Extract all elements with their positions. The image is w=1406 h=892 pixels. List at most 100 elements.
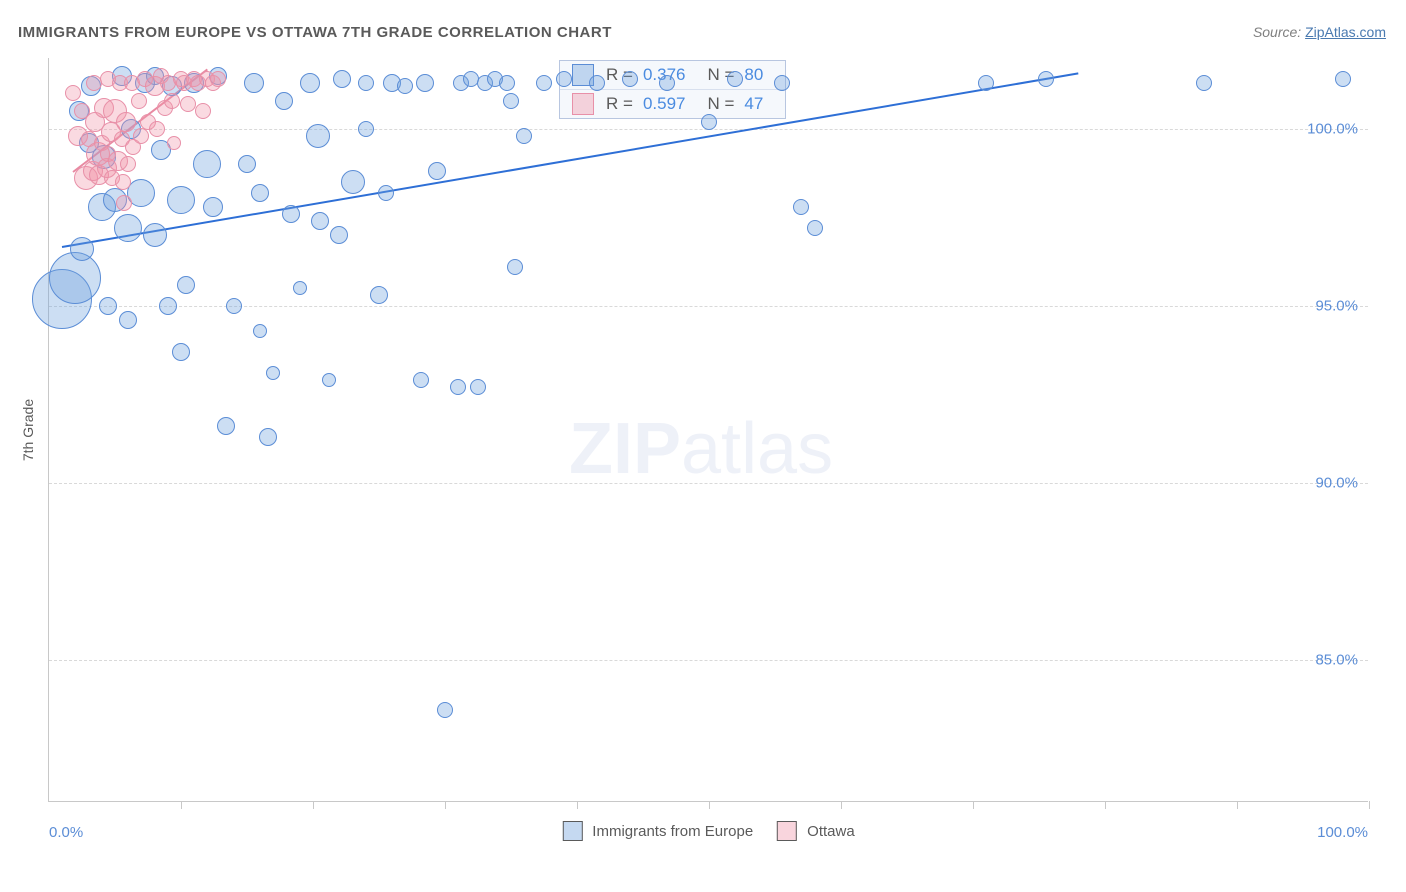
x-tick xyxy=(181,801,182,809)
y-axis-title: 7th Grade xyxy=(20,399,36,461)
scatter-point xyxy=(397,78,413,94)
scatter-point xyxy=(164,93,180,109)
x-tick xyxy=(1369,801,1370,809)
scatter-point xyxy=(330,226,348,244)
scatter-point xyxy=(195,103,211,119)
scatter-point xyxy=(114,214,142,242)
scatter-point xyxy=(149,121,165,137)
y-tick-label: 95.0% xyxy=(1315,298,1358,315)
scatter-point xyxy=(978,75,994,91)
scatter-point xyxy=(1038,71,1054,87)
x-tick xyxy=(1105,801,1106,809)
scatter-point xyxy=(507,259,523,275)
scatter-point xyxy=(774,75,790,91)
scatter-point xyxy=(470,379,486,395)
x-axis-min-label: 0.0% xyxy=(49,824,83,841)
scatter-point xyxy=(217,417,235,435)
scatter-point xyxy=(133,128,149,144)
scatter-point xyxy=(358,121,374,137)
scatter-point xyxy=(300,73,320,93)
scatter-point xyxy=(143,223,167,247)
source-link[interactable]: ZipAtlas.com xyxy=(1305,24,1386,40)
scatter-point xyxy=(503,93,519,109)
series-legend: Immigrants from Europe Ottawa xyxy=(562,821,854,841)
scatter-point xyxy=(172,343,190,361)
x-tick xyxy=(973,801,974,809)
scatter-point xyxy=(659,75,675,91)
scatter-point xyxy=(536,75,552,91)
n-label: N = xyxy=(707,94,734,114)
scatter-point xyxy=(159,297,177,315)
chart-container: IMMIGRANTS FROM EUROPE VS OTTAWA 7TH GRA… xyxy=(0,0,1406,892)
y-tick-label: 85.0% xyxy=(1315,652,1358,669)
y-tick-label: 100.0% xyxy=(1307,120,1358,137)
n-value-pink: 47 xyxy=(744,94,763,114)
scatter-point xyxy=(793,199,809,215)
scatter-point xyxy=(180,96,196,112)
scatter-point xyxy=(259,428,277,446)
scatter-point xyxy=(311,212,329,230)
scatter-point xyxy=(516,128,532,144)
plot-area: ZIPatlas R = 0.376 N = 80 R = 0.597 N = … xyxy=(48,58,1368,802)
scatter-point xyxy=(119,311,137,329)
scatter-point xyxy=(116,112,136,132)
source-attribution: Source: ZipAtlas.com xyxy=(1253,24,1386,40)
scatter-point xyxy=(65,85,81,101)
scatter-point xyxy=(416,74,434,92)
scatter-point xyxy=(116,195,132,211)
series-swatch-pink xyxy=(777,821,797,841)
scatter-point xyxy=(177,276,195,294)
scatter-point xyxy=(293,281,307,295)
scatter-point xyxy=(622,71,638,87)
scatter-point xyxy=(1196,75,1212,91)
grid-line xyxy=(49,306,1368,307)
scatter-point xyxy=(499,75,515,91)
scatter-point xyxy=(341,170,365,194)
scatter-point xyxy=(226,298,242,314)
scatter-point xyxy=(266,366,280,380)
grid-line xyxy=(49,660,1368,661)
scatter-point xyxy=(333,70,351,88)
scatter-point xyxy=(589,75,605,91)
scatter-point xyxy=(275,92,293,110)
scatter-point xyxy=(556,71,572,87)
legend-swatch-pink xyxy=(572,93,594,115)
scatter-point xyxy=(244,73,264,93)
scatter-point xyxy=(701,114,717,130)
scatter-point xyxy=(167,186,195,214)
grid-line xyxy=(49,483,1368,484)
x-tick xyxy=(709,801,710,809)
scatter-point xyxy=(727,71,743,87)
x-tick xyxy=(313,801,314,809)
scatter-point xyxy=(413,372,429,388)
scatter-point xyxy=(306,124,330,148)
scatter-point xyxy=(1335,71,1351,87)
chart-title: IMMIGRANTS FROM EUROPE VS OTTAWA 7TH GRA… xyxy=(18,24,612,41)
scatter-point xyxy=(70,237,94,261)
scatter-point xyxy=(322,373,336,387)
scatter-point xyxy=(358,75,374,91)
scatter-point xyxy=(99,297,117,315)
x-axis-max-label: 100.0% xyxy=(1317,824,1368,841)
scatter-point xyxy=(193,150,221,178)
scatter-point xyxy=(120,156,136,172)
scatter-point xyxy=(167,136,181,150)
scatter-point xyxy=(115,174,131,190)
series-label-pink: Ottawa xyxy=(807,823,855,840)
scatter-point xyxy=(238,155,256,173)
scatter-point xyxy=(450,379,466,395)
scatter-point xyxy=(210,71,226,87)
x-tick xyxy=(577,801,578,809)
scatter-point xyxy=(203,197,223,217)
scatter-point xyxy=(370,286,388,304)
r-label: R = xyxy=(606,94,633,114)
scatter-point xyxy=(428,162,446,180)
legend-row-pink: R = 0.597 N = 47 xyxy=(560,89,785,118)
scatter-point xyxy=(807,220,823,236)
n-value-blue: 80 xyxy=(744,65,763,85)
watermark: ZIPatlas xyxy=(569,408,833,490)
scatter-point xyxy=(251,184,269,202)
x-tick xyxy=(1237,801,1238,809)
x-tick xyxy=(445,801,446,809)
scatter-point xyxy=(282,205,300,223)
